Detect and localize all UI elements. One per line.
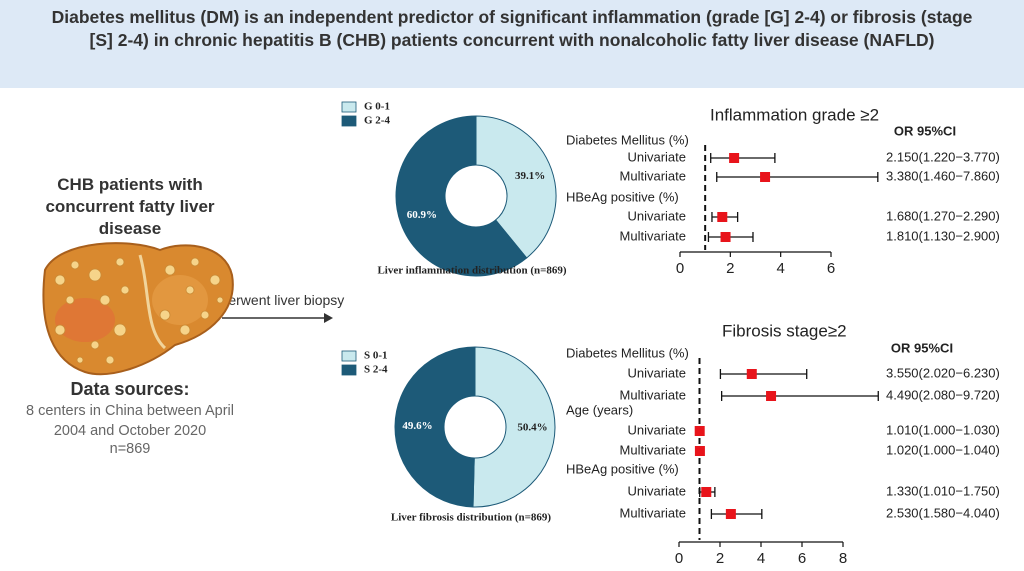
row-label: Univariate (627, 149, 686, 164)
donut-slice (475, 115, 557, 259)
row-label: Multivariate (620, 387, 686, 402)
slice-label: 60.9% (407, 209, 437, 221)
row-label: Univariate (627, 208, 686, 223)
or-marker (760, 172, 771, 182)
legend-label: S 0-1 (364, 350, 388, 362)
chart-title: Inflammation grade ≥2 (710, 105, 879, 124)
donut-slice (395, 115, 528, 277)
or-text: 3.550(2.020−6.230) (886, 365, 1000, 380)
group-label: HBeAg positive (%) (566, 461, 679, 476)
chart-caption: Liver fibrosis distribution (n=869) (391, 512, 552, 524)
slice-label: 39.1% (515, 170, 545, 182)
x-tick-label: 8 (839, 550, 847, 567)
x-tick-label: 4 (757, 550, 765, 567)
or-text: 1.680(1.270−2.290) (886, 208, 1000, 223)
or-marker (717, 212, 728, 222)
donut-slice (472, 346, 556, 508)
or-marker (720, 232, 731, 242)
group-label: HBeAg positive (%) (566, 189, 679, 204)
group-label: Diabetes Mellitus (%) (566, 345, 689, 360)
or-marker (746, 369, 757, 379)
legend-swatch (341, 364, 357, 376)
legend-swatch (341, 350, 357, 362)
row-label: Univariate (627, 483, 686, 498)
row-label: Multivariate (620, 505, 686, 520)
or-text: 3.380(1.460−7.860) (886, 168, 1000, 183)
liver-illustration (42, 242, 234, 376)
x-tick-label: 0 (676, 260, 684, 277)
slice-label: 49.6% (402, 420, 432, 432)
or-marker (694, 446, 705, 456)
slice-label: 50.4% (517, 421, 547, 433)
legend-label: S 2-4 (364, 364, 388, 376)
x-tick-label: 6 (798, 550, 806, 567)
header-title: Diabetes mellitus (DM) is an independent… (0, 0, 1024, 88)
donut-slice (394, 346, 476, 508)
or-text: 1.810(1.130−2.900) (886, 228, 1000, 243)
or-marker (766, 391, 777, 401)
biopsy-arrow (222, 313, 333, 323)
group-label: Age (years) (566, 402, 633, 417)
or-text: 2.530(1.580−4.040) (886, 505, 1000, 520)
column-header: OR 95%CI (891, 340, 953, 355)
arrow-label: underwent liver biopsy (205, 292, 345, 308)
x-tick-label: 6 (827, 260, 835, 277)
chart-title: Fibrosis stage≥2 (722, 321, 847, 340)
row-label: Univariate (627, 365, 686, 380)
sample-size: n=869 (109, 441, 151, 457)
or-marker (694, 426, 705, 436)
chart-caption: Liver inflammation distribution (n=869) (377, 265, 566, 277)
row-label: Multivariate (620, 442, 686, 457)
x-tick-label: 2 (726, 260, 734, 277)
column-header: OR 95%CI (894, 123, 956, 138)
sources-title: Data sources: (70, 379, 190, 399)
legend-swatch (341, 101, 357, 113)
or-text: 2.150(1.220−3.770) (886, 149, 1000, 164)
row-label: Univariate (627, 422, 686, 437)
legend-label: G 2-4 (364, 115, 390, 127)
or-marker (725, 509, 736, 519)
cohort-heading: CHB patients with concurrent fatty liver… (45, 175, 215, 238)
or-text: 1.330(1.010−1.750) (886, 483, 1000, 498)
x-tick-label: 2 (716, 550, 724, 567)
row-label: Multivariate (620, 168, 686, 183)
legend-label: G 0-1 (364, 101, 390, 113)
legend-swatch (341, 115, 357, 127)
or-text: 1.020(1.000−1.040) (886, 442, 1000, 457)
or-marker (701, 487, 712, 497)
or-text: 1.010(1.000−1.030) (886, 422, 1000, 437)
x-tick-label: 4 (776, 260, 784, 277)
or-text: 4.490(2.080−9.720) (886, 387, 1000, 402)
x-tick-label: 0 (675, 550, 683, 567)
sources-text: 8 centers in China between April 2004 an… (26, 403, 234, 439)
group-label: Diabetes Mellitus (%) (566, 132, 689, 147)
row-label: Multivariate (620, 228, 686, 243)
or-marker (729, 153, 740, 163)
